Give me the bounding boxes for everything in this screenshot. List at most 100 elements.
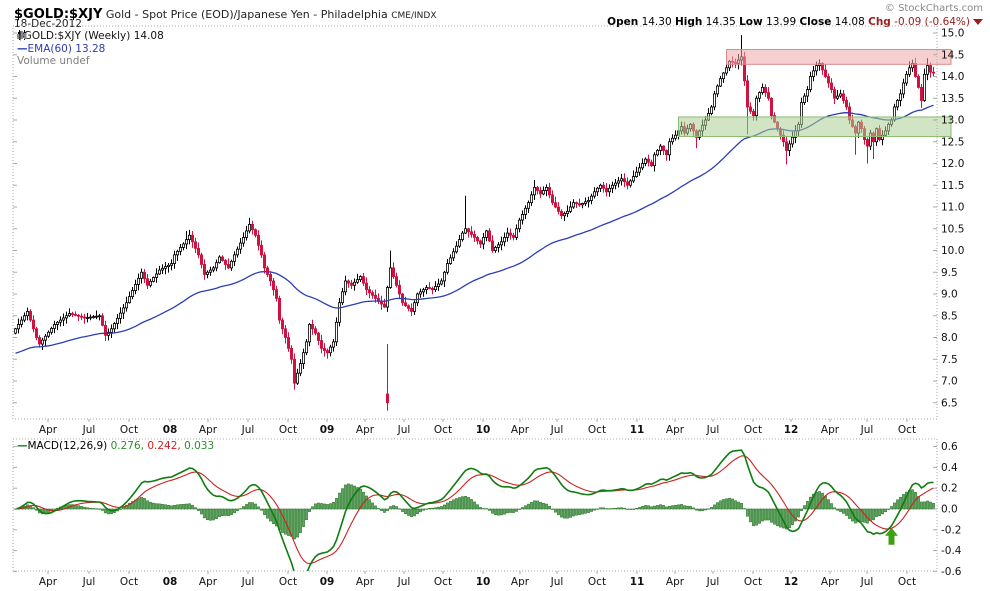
macd-histogram-bar xyxy=(398,508,401,510)
macd-histogram-bar xyxy=(221,508,224,516)
chg-value: -0.09 (-0.64%) xyxy=(894,16,970,28)
macd-histogram-bar xyxy=(293,508,296,540)
candle-up xyxy=(130,290,134,298)
axis-label: 10 xyxy=(476,424,491,436)
macd-histogram-bar xyxy=(785,508,788,530)
macd-histogram-bar xyxy=(599,507,602,510)
macd-histogram-bar xyxy=(830,503,833,510)
macd-histogram-bar xyxy=(218,508,221,517)
copyright-label: © StockCharts.com xyxy=(884,3,983,14)
macd-histogram-bar xyxy=(626,508,629,510)
macd-histogram-bar xyxy=(470,499,473,510)
macd-histogram-bar xyxy=(323,503,326,510)
candle-down xyxy=(250,223,254,231)
candle-up xyxy=(530,194,534,204)
up-arrow-annotation xyxy=(885,527,898,545)
candle-up xyxy=(358,276,362,281)
candle-up xyxy=(172,254,176,264)
candle-down xyxy=(845,100,849,108)
macd-histogram-bar xyxy=(119,508,122,510)
macd-histogram-bar xyxy=(224,508,227,516)
macd-histogram-bar xyxy=(341,488,344,510)
candle-up xyxy=(148,280,152,286)
candle-up xyxy=(59,319,63,323)
axis-label: 13.0 xyxy=(941,115,964,127)
axis-label: 15.0 xyxy=(941,28,964,40)
macd-histogram-bar xyxy=(803,505,806,510)
macd-histogram-bar xyxy=(725,498,728,510)
macd-histogram-bar xyxy=(509,508,512,513)
macd-histogram-bar xyxy=(755,508,758,526)
close-label: Close xyxy=(799,16,832,28)
candle-down xyxy=(220,256,224,261)
axis-label: 0.4 xyxy=(941,462,958,474)
candle-up xyxy=(433,286,437,291)
macd-histogram-bar xyxy=(794,508,797,522)
candle-up xyxy=(505,232,509,238)
candle-down xyxy=(28,310,32,321)
macd-histogram-bar xyxy=(302,508,305,527)
macd-histogram-bar xyxy=(335,498,338,510)
macd-histogram-bar xyxy=(545,503,548,510)
macd-histogram-bar xyxy=(665,506,668,510)
candle-down xyxy=(487,230,491,242)
candle-up xyxy=(163,266,167,269)
candle-up xyxy=(385,287,389,308)
candle-up xyxy=(307,324,311,343)
candle-up xyxy=(133,284,137,291)
candle-up xyxy=(451,251,455,259)
candle-down xyxy=(917,76,921,88)
macd-histogram-bar xyxy=(506,508,509,514)
candle-up xyxy=(481,237,485,245)
axis-label: Jul xyxy=(550,576,564,588)
macd-histogram-bar xyxy=(410,508,413,518)
candle-up xyxy=(545,187,549,191)
candle-up xyxy=(328,346,332,354)
candle-down xyxy=(920,86,924,101)
macd-histogram-bar xyxy=(95,508,98,510)
high-value: 14.35 xyxy=(705,16,736,28)
candle-up xyxy=(725,67,729,74)
candle-down xyxy=(77,314,81,317)
candle-up xyxy=(95,315,99,318)
axis-label: Jul xyxy=(82,576,96,588)
macd-histogram-bar xyxy=(929,501,932,510)
macd-histogram-bar xyxy=(98,508,101,510)
macd-histogram-bar xyxy=(716,502,719,510)
chg-down-triangle-icon[interactable] xyxy=(973,19,983,25)
candle-up xyxy=(412,302,416,312)
macd-histogram-bar xyxy=(641,506,644,510)
candle-up xyxy=(421,289,425,293)
candle-up xyxy=(116,317,120,324)
symbol-description: Gold - Spot Price (EOD)/Japanese Yen - P… xyxy=(102,8,392,21)
macd-histogram-bar xyxy=(893,502,896,510)
candle-down xyxy=(866,139,870,147)
macd-histogram-bar xyxy=(539,502,542,510)
macd-histogram-bar xyxy=(932,503,935,510)
macd-histogram-bar xyxy=(878,508,881,516)
axis-label: 08 xyxy=(163,424,178,436)
macd-histogram-bar xyxy=(407,508,410,516)
candle-up xyxy=(584,201,588,204)
candle-down xyxy=(650,161,654,167)
macd-histogram-bar xyxy=(155,503,158,510)
macd-histogram-bar xyxy=(638,507,641,510)
macd-histogram-bar xyxy=(812,493,815,510)
macd-histogram-bar xyxy=(593,508,596,511)
axis-label: -0.4 xyxy=(941,545,962,557)
candle-down xyxy=(316,332,320,341)
candle-up xyxy=(899,93,903,101)
candle-down xyxy=(403,302,407,307)
macd-histogram-bar xyxy=(332,501,335,510)
axis-label: -0.2 xyxy=(941,524,962,536)
macd-histogram-bar xyxy=(608,508,611,510)
macd-histogram-bar xyxy=(467,497,470,510)
macd-histogram-bar xyxy=(443,504,446,510)
candle-up xyxy=(581,203,585,206)
candle-up xyxy=(92,316,96,319)
candle-up xyxy=(175,250,179,256)
axis-label: Oct xyxy=(120,576,138,588)
axis-label: 0.0 xyxy=(941,504,958,516)
macd-hist-value: 0.033 xyxy=(184,440,215,452)
macd-histogram-bar xyxy=(614,507,617,510)
